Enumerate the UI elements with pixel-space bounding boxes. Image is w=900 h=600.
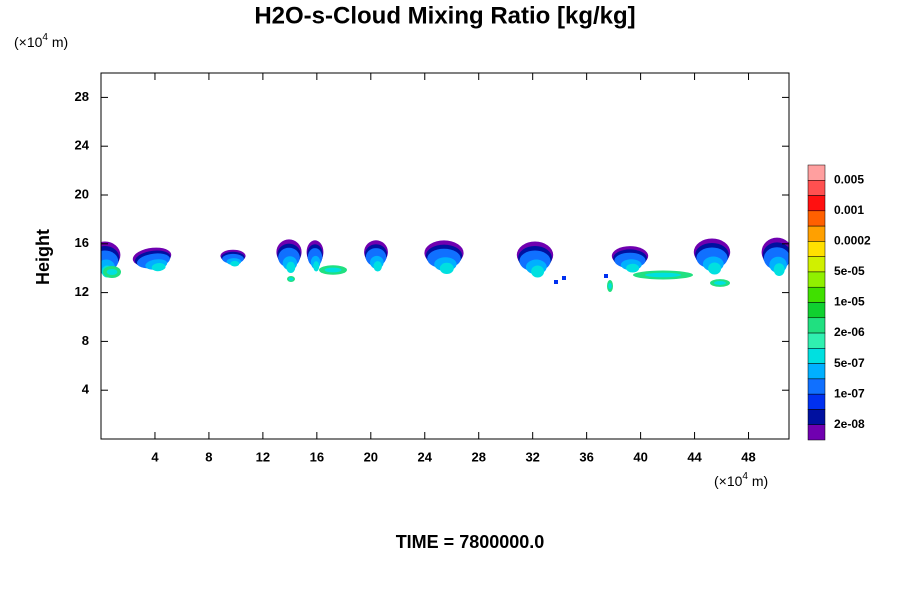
x-unit-label: (×104 m) xyxy=(714,471,768,489)
y-tick-label: 24 xyxy=(75,138,90,153)
colorbar-label: 5e-05 xyxy=(834,264,865,278)
x-tick-label: 36 xyxy=(579,449,593,464)
colorbar-swatch xyxy=(807,195,826,212)
x-tick-label: 24 xyxy=(418,449,433,464)
colorbar-swatch xyxy=(807,210,826,227)
colorbar-swatch xyxy=(807,286,826,303)
colorbar-swatch xyxy=(807,164,826,181)
x-tick-label: 4 xyxy=(151,449,159,464)
x-tick-label: 32 xyxy=(525,449,539,464)
x-tick-label: 20 xyxy=(364,449,378,464)
colorbar-label: 2e-08 xyxy=(834,417,865,431)
colorbar-label: 1e-07 xyxy=(834,386,865,400)
colorbar-swatch xyxy=(807,271,826,288)
colorbar-swatch xyxy=(807,241,826,257)
colorbar-label: 2e-06 xyxy=(834,325,865,339)
colorbar-swatch xyxy=(807,180,826,196)
plot-frame xyxy=(100,72,790,440)
x-tick-label: 8 xyxy=(205,449,212,464)
colorbar-swatch xyxy=(807,256,826,273)
colorbar-swatch xyxy=(807,225,826,242)
cloud-field xyxy=(101,237,789,292)
x-tick-label: 40 xyxy=(633,449,647,464)
colorbar-swatch xyxy=(807,409,826,425)
y-axis-label: Height xyxy=(33,229,53,285)
y-tick-label: 12 xyxy=(75,284,89,299)
x-tick-label: 48 xyxy=(741,449,755,464)
y-tick-label: 8 xyxy=(82,333,89,348)
colorbar-label: 0.0002 xyxy=(834,234,871,248)
x-tick-label: 44 xyxy=(687,449,702,464)
colorbar-swatch xyxy=(807,393,826,410)
colorbar-label: 0.005 xyxy=(834,172,864,186)
y-tick-label: 16 xyxy=(75,235,89,250)
colorbar-swatch xyxy=(807,302,826,319)
colorbar-label: 5e-07 xyxy=(834,356,865,370)
colorbar-swatch xyxy=(807,378,826,395)
colorbar-swatch xyxy=(807,348,826,364)
y-tick-label: 20 xyxy=(75,186,89,201)
colorbar-swatch xyxy=(807,363,826,380)
colorbar-label: 0.001 xyxy=(834,203,864,217)
colorbar-label: 1e-05 xyxy=(834,295,865,309)
chart-title: H2O-s-Cloud Mixing Ratio [kg/kg] xyxy=(254,2,635,29)
x-tick-label: 16 xyxy=(310,449,324,464)
y-tick-label: 28 xyxy=(75,89,89,104)
colorbar-swatch xyxy=(807,317,826,334)
x-tick-label: 12 xyxy=(256,449,270,464)
y-unit-label: (×104 m) xyxy=(14,32,68,50)
y-tick-label: 4 xyxy=(82,382,90,397)
time-label: TIME = 7800000.0 xyxy=(396,532,545,552)
colorbar-swatch xyxy=(807,424,826,441)
colorbar-swatch xyxy=(807,332,826,349)
x-tick-label: 28 xyxy=(471,449,485,464)
